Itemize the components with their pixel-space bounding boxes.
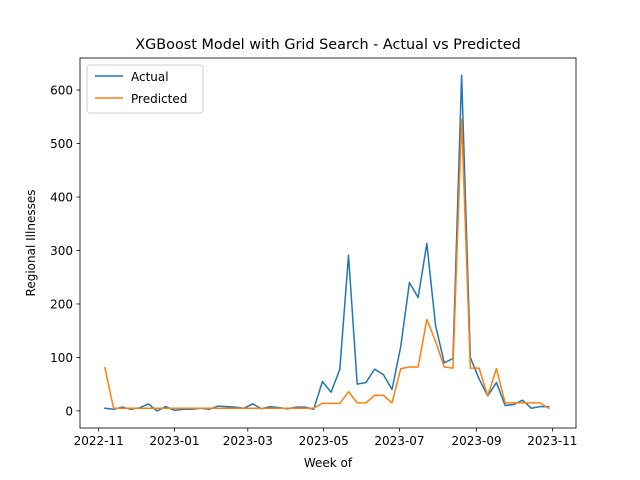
y-tick-label: 0 [65,404,73,418]
plot-content [103,74,550,412]
y-axis-label: Regional Illnesses [24,190,38,297]
legend-label-actual: Actual [131,70,169,84]
x-tick-label: 2023-01 [149,434,199,448]
x-axis: 2022-11 2023-01 2023-03 2023-05 2023-07 2023-… [74,428,577,448]
legend-label-predicted: Predicted [131,92,187,106]
y-tick-label: 500 [50,137,73,151]
x-tick-label: 2022-11 [74,434,124,448]
legend-box [86,64,204,114]
x-tick-label: 2023-07 [374,434,424,448]
legend: Actual Predicted [86,64,204,114]
chart-title: XGBoost Model with Grid Search - Actual … [135,37,520,53]
y-tick-label: 100 [50,351,73,365]
series-line-predicted [103,118,550,410]
x-tick-label: 2023-03 [223,434,273,448]
x-tick-label: 2023-09 [451,434,501,448]
y-tick-label: 300 [50,244,73,258]
x-axis-label: Week of [304,456,353,470]
y-tick-label: 200 [50,297,73,311]
plot-frame [79,57,577,429]
y-axis: 0 100 200 300 400 500 600 [50,84,80,418]
y-tick-label: 400 [50,191,73,205]
x-tick-label: 2023-05 [299,434,349,448]
x-tick-label: 2023-11 [527,434,577,448]
y-tick-label: 600 [50,84,73,98]
